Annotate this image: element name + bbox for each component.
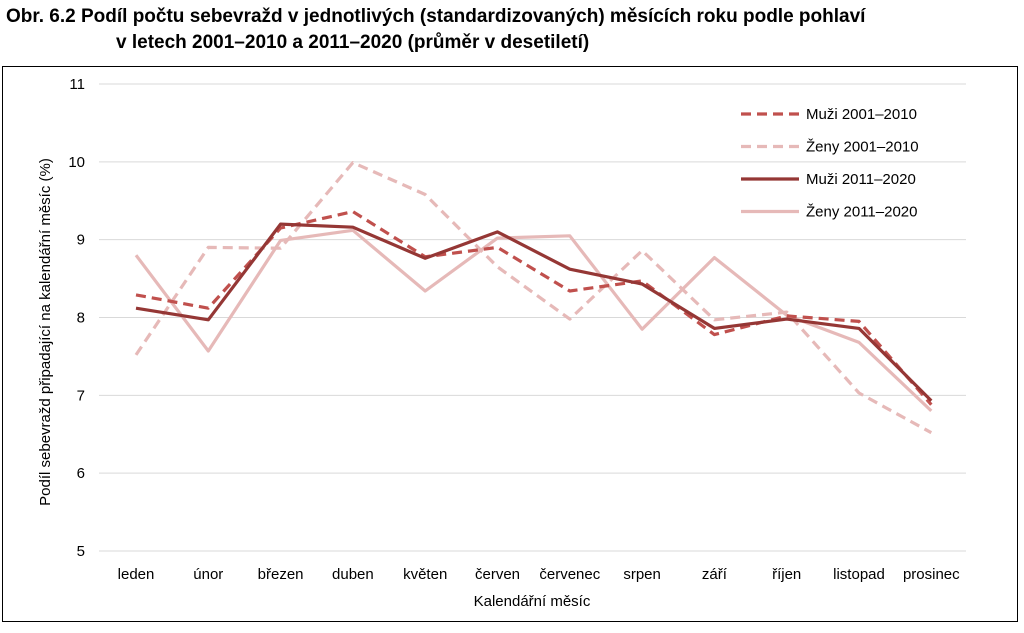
legend-label: Ženy 2001–2010 bbox=[806, 139, 919, 156]
x-tick-label: červenec bbox=[539, 566, 600, 583]
gridlines bbox=[99, 83, 966, 552]
figure-title: Obr. 6.2 Podíl počtu sebevražd v jednotl… bbox=[6, 4, 1018, 56]
x-tick-label: duben bbox=[332, 566, 374, 583]
figure-title-line1: Obr. 6.2 Podíl počtu sebevražd v jednotl… bbox=[6, 6, 866, 27]
x-tick-label: leden bbox=[118, 566, 155, 583]
line-chart: 5 6 7 8 9 10 11 leden únor březen duben květen červ… bbox=[37, 76, 966, 610]
series-lines bbox=[134, 160, 933, 435]
legend-label: Ženy 2011–2020 bbox=[806, 204, 917, 221]
x-tick-label: září bbox=[702, 566, 728, 583]
x-tick-label: únor bbox=[193, 566, 223, 583]
series-line-2 bbox=[135, 222, 933, 402]
x-axis-ticks: leden únor březen duben květen červen červenec… bbox=[118, 566, 960, 583]
legend-label: Muži 2001–2010 bbox=[806, 106, 917, 123]
y-tick-label: 6 bbox=[77, 465, 85, 482]
legend-label: Muži 2011–2020 bbox=[806, 171, 916, 188]
legend: Muži 2001–2010 Ženy 2001–2010 Muži 2011–20… bbox=[741, 106, 919, 221]
chart-frame: 5 6 7 8 9 10 11 leden únor březen duben květen červ… bbox=[2, 66, 1018, 622]
figure-title-line2: v letech 2001–2010 a 2011–2020 (průměr v… bbox=[116, 32, 590, 53]
x-tick-label: březen bbox=[258, 566, 304, 583]
y-tick-label: 11 bbox=[69, 76, 85, 93]
x-tick-label: květen bbox=[403, 566, 447, 583]
y-tick-label: 10 bbox=[68, 154, 85, 171]
y-axis-title: Podíl sebevražd připadající na kalendářn… bbox=[37, 158, 54, 506]
x-tick-label: listopad bbox=[833, 566, 885, 583]
y-tick-label: 8 bbox=[77, 310, 85, 327]
x-axis-title: Kalendářní měsíc bbox=[474, 593, 591, 610]
y-axis-ticks: 5 6 7 8 9 10 11 bbox=[68, 76, 85, 560]
x-tick-label: prosinec bbox=[903, 566, 960, 583]
y-tick-label: 5 bbox=[77, 543, 85, 560]
series-line-0 bbox=[135, 210, 933, 406]
x-tick-label: srpen bbox=[623, 566, 661, 583]
y-tick-label: 9 bbox=[77, 232, 85, 249]
x-tick-label: červen bbox=[475, 566, 520, 583]
y-tick-label: 7 bbox=[77, 387, 85, 404]
x-tick-label: říjen bbox=[772, 566, 801, 583]
